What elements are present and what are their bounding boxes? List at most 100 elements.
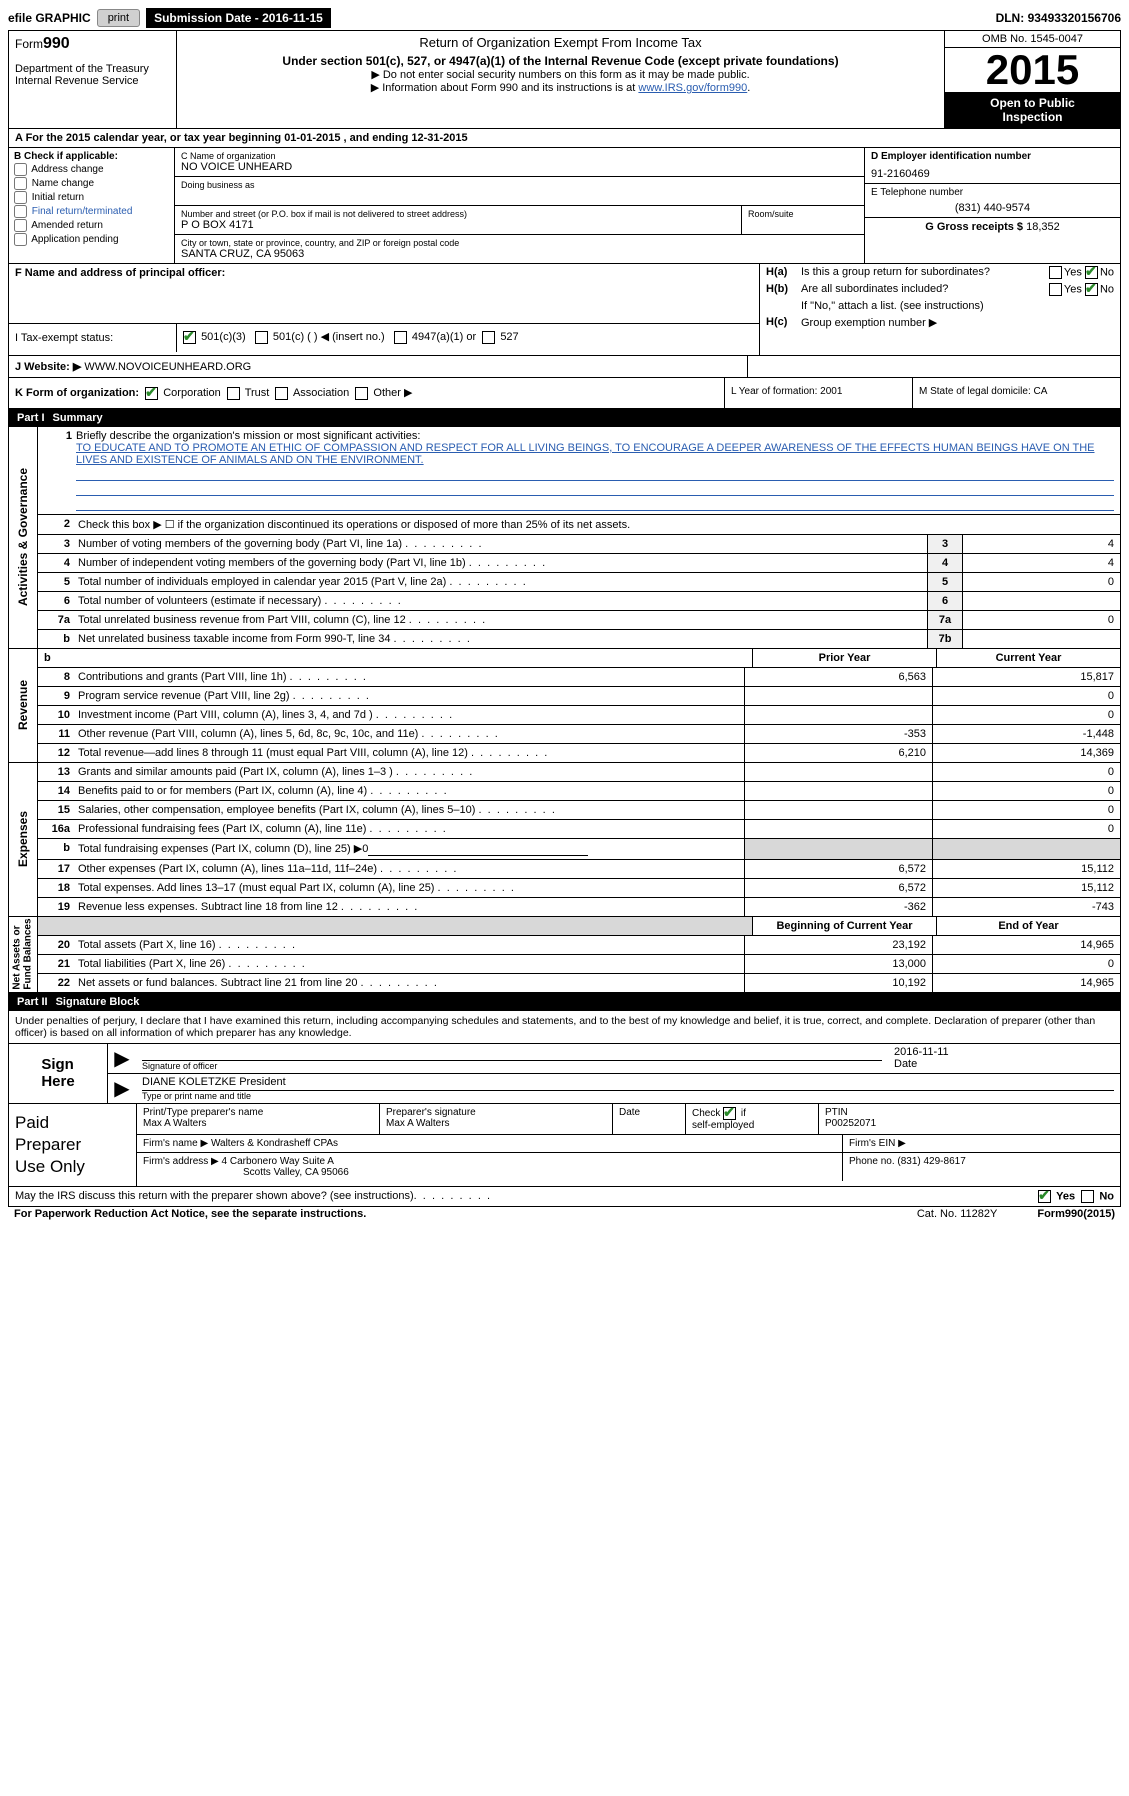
ha-text: Is this a group return for subordinates? [801, 266, 1049, 279]
line-desc: Contributions and grants (Part VIII, lin… [74, 668, 744, 686]
ha-yes[interactable] [1049, 266, 1062, 279]
part1-title: Summary [53, 412, 103, 424]
line-num: 2 [38, 515, 74, 534]
line-val: 0 [962, 611, 1120, 629]
prior-val: 6,572 [744, 860, 932, 878]
chk-final-return[interactable] [14, 205, 27, 218]
current-val: 0 [932, 706, 1120, 724]
discuss-yes[interactable] [1038, 1190, 1051, 1203]
current-val: 14,965 [932, 936, 1120, 954]
line-desc: Grants and similar amounts paid (Part IX… [74, 763, 744, 781]
officer-name-label: Type or print name and title [142, 1091, 1114, 1101]
begin-year-hdr: Beginning of Current Year [752, 917, 936, 936]
prior-val: 23,192 [744, 936, 932, 954]
chk-amended[interactable] [14, 219, 27, 232]
current-val: 14,965 [932, 974, 1120, 992]
efile-label: efile GRAPHIC [8, 11, 97, 25]
line-desc: Other expenses (Part IX, column (A), lin… [74, 860, 744, 878]
line-box: 4 [927, 554, 962, 572]
line-val [962, 630, 1120, 648]
chk-other[interactable] [355, 387, 368, 400]
line-desc: Other revenue (Part VIII, column (A), li… [74, 725, 744, 743]
line-desc: Total assets (Part X, line 16) [74, 936, 744, 954]
line-num: 15 [38, 801, 74, 819]
current-val: -1,448 [932, 725, 1120, 743]
line-num: 10 [38, 706, 74, 724]
line-num: b [38, 839, 74, 859]
chk-527[interactable] [482, 331, 495, 344]
org-name-label: C Name of organization [181, 151, 858, 161]
current-val: 0 [932, 801, 1120, 819]
line-desc: Program service revenue (Part VIII, line… [74, 687, 744, 705]
cat-no: Cat. No. 11282Y [917, 1208, 998, 1220]
note-info: Information about Form 990 and its instr… [183, 81, 938, 94]
part2-title: Signature Block [56, 996, 140, 1008]
print-button[interactable]: print [97, 9, 140, 27]
line-num: 9 [38, 687, 74, 705]
chk-app-pending[interactable] [14, 233, 27, 246]
line-num: 20 [38, 936, 74, 954]
line-desc: Total number of volunteers (estimate if … [74, 592, 927, 610]
prior-val: 6,210 [744, 744, 932, 762]
sig-arrow2-icon: ▶ [108, 1074, 136, 1103]
form-subtitle: Under section 501(c), 527, or 4947(a)(1)… [183, 54, 938, 68]
prior-val: -362 [744, 898, 932, 916]
tax-exempt-label: I Tax-exempt status: [9, 324, 177, 352]
side-governance: Activities & Governance [16, 468, 30, 606]
line-num: 19 [38, 898, 74, 916]
line-desc: Professional fundraising fees (Part IX, … [74, 820, 744, 838]
current-val: 0 [932, 763, 1120, 781]
line-num: 11 [38, 725, 74, 743]
line1-num: 1 [44, 430, 76, 511]
gross-value: 18,352 [1026, 221, 1060, 233]
sig-date: 2016-11-11 [894, 1046, 1114, 1058]
line-desc: Number of voting members of the governin… [74, 535, 927, 553]
chk-initial-return[interactable] [14, 191, 27, 204]
part2-num: Part II [17, 996, 56, 1008]
hb-no[interactable] [1085, 283, 1098, 296]
sig-officer-label: Signature of officer [142, 1061, 882, 1071]
prior-val [744, 687, 932, 705]
line-num: 13 [38, 763, 74, 781]
current-val: 14,369 [932, 744, 1120, 762]
hb-yes[interactable] [1049, 283, 1062, 296]
discuss-no[interactable] [1081, 1190, 1094, 1203]
hc-label: H(c) [766, 316, 801, 329]
chk-name-change[interactable] [14, 177, 27, 190]
firm-phone: (831) 429-8617 [897, 1156, 965, 1167]
paperwork-notice: For Paperwork Reduction Act Notice, see … [14, 1208, 366, 1220]
sign-here-label: SignHere [9, 1044, 108, 1103]
chk-self-employed[interactable] [723, 1107, 736, 1120]
chk-corporation[interactable] [145, 387, 158, 400]
ein-value: 91-2160469 [871, 168, 1114, 180]
hb-label: H(b) [766, 283, 801, 296]
chk-4947[interactable] [394, 331, 407, 344]
line-desc: Revenue less expenses. Subtract line 18 … [74, 898, 744, 916]
irs-link[interactable]: www.IRS.gov/form990 [638, 82, 747, 94]
hb-text: Are all subordinates included? [801, 283, 1049, 296]
ha-no[interactable] [1085, 266, 1098, 279]
chk-501c[interactable] [255, 331, 268, 344]
chk-501c3[interactable] [183, 331, 196, 344]
line-desc: Total number of individuals employed in … [74, 573, 927, 591]
city-label: City or town, state or province, country… [181, 238, 858, 248]
line-num: 16a [38, 820, 74, 838]
line-box: 3 [927, 535, 962, 553]
chk-address-change[interactable] [14, 163, 27, 176]
mission-label: Briefly describe the organization's miss… [76, 430, 420, 442]
org-name: NO VOICE UNHEARD [181, 161, 858, 173]
chk-association[interactable] [275, 387, 288, 400]
line-desc: Investment income (Part VIII, column (A)… [74, 706, 744, 724]
sig-date-label: Date [894, 1058, 1114, 1070]
line-num: b [38, 630, 74, 648]
tel-value: (831) 440-9574 [871, 202, 1114, 214]
gross-label: G Gross receipts $ [925, 221, 1026, 233]
open-to-public: Open to PublicInspection [945, 92, 1120, 128]
current-val: 0 [932, 820, 1120, 838]
current-val: 15,817 [932, 668, 1120, 686]
line-num: 18 [38, 879, 74, 897]
signature-intro: Under penalties of perjury, I declare th… [9, 1011, 1120, 1044]
chk-trust[interactable] [227, 387, 240, 400]
line-val: 4 [962, 554, 1120, 572]
prior-val [744, 820, 932, 838]
